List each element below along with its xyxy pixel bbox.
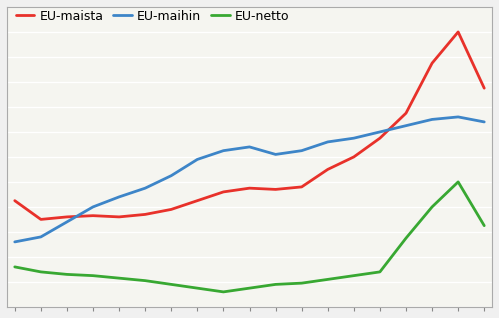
EU-netto (455, 180, 461, 184)
EU-maista (64, 215, 70, 219)
EU-maista (38, 218, 44, 221)
EU-maista (90, 214, 96, 218)
EU-maihin (351, 136, 357, 140)
EU-maihin (168, 174, 174, 177)
EU-maista (272, 188, 278, 191)
EU-maihin (403, 124, 409, 128)
Line: EU-netto: EU-netto (15, 182, 484, 292)
EU-maista (299, 185, 305, 189)
EU-netto (403, 236, 409, 240)
EU-maihin (481, 120, 487, 124)
EU-maihin (221, 149, 227, 153)
EU-maihin (247, 145, 252, 149)
EU-maihin (429, 118, 435, 121)
EU-maista (429, 61, 435, 65)
EU-maista (403, 111, 409, 115)
Legend: EU-maista, EU-maihin, EU-netto: EU-maista, EU-maihin, EU-netto (13, 7, 292, 25)
EU-netto (116, 276, 122, 280)
EU-maihin (377, 130, 383, 134)
EU-maihin (90, 205, 96, 209)
EU-netto (377, 270, 383, 274)
EU-netto (194, 286, 200, 290)
EU-maihin (64, 220, 70, 224)
EU-maista (455, 30, 461, 34)
EU-maihin (116, 195, 122, 199)
EU-maista (247, 186, 252, 190)
EU-netto (325, 278, 331, 281)
EU-netto (90, 274, 96, 278)
EU-maista (12, 199, 18, 203)
EU-maista (168, 208, 174, 211)
EU-maihin (299, 149, 305, 153)
Line: EU-maista: EU-maista (15, 32, 484, 219)
Line: EU-maihin: EU-maihin (15, 117, 484, 242)
EU-maihin (142, 186, 148, 190)
EU-netto (168, 282, 174, 286)
EU-netto (38, 270, 44, 274)
EU-netto (351, 274, 357, 278)
EU-maihin (38, 235, 44, 239)
EU-maihin (194, 157, 200, 161)
EU-maista (325, 168, 331, 171)
EU-maista (377, 136, 383, 140)
EU-netto (272, 282, 278, 286)
EU-maista (481, 86, 487, 90)
EU-netto (247, 286, 252, 290)
EU-netto (221, 290, 227, 294)
EU-netto (64, 273, 70, 276)
EU-maista (221, 190, 227, 194)
EU-maihin (272, 153, 278, 156)
EU-maihin (12, 240, 18, 244)
EU-netto (481, 224, 487, 228)
EU-maista (116, 215, 122, 219)
EU-maihin (455, 115, 461, 119)
EU-maista (194, 199, 200, 203)
EU-maista (351, 155, 357, 159)
EU-maihin (325, 140, 331, 144)
EU-maista (142, 212, 148, 216)
EU-netto (429, 205, 435, 209)
EU-netto (142, 279, 148, 283)
EU-netto (12, 265, 18, 269)
EU-netto (299, 281, 305, 285)
